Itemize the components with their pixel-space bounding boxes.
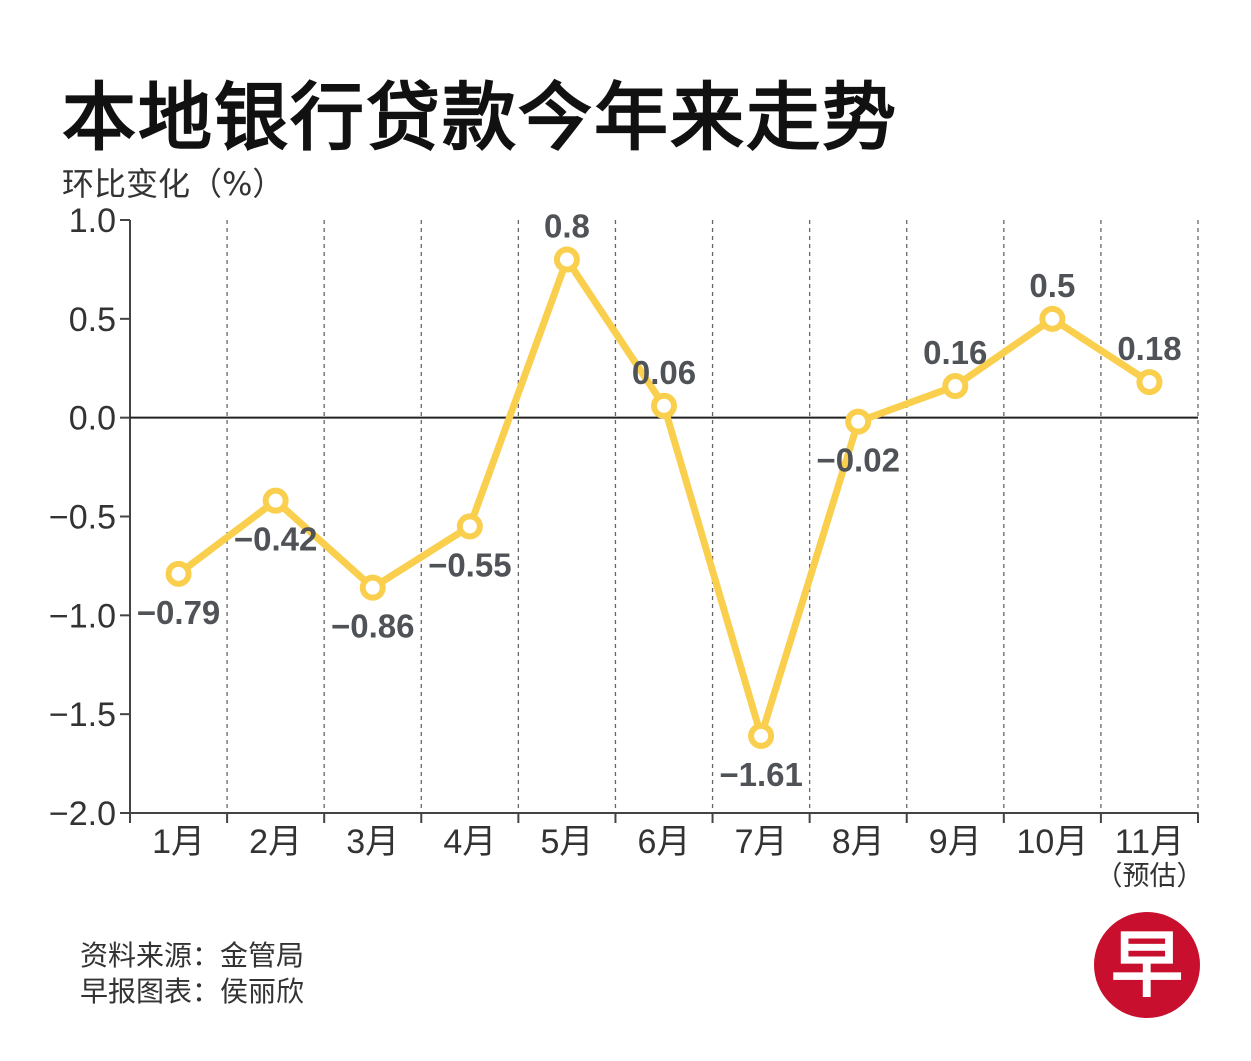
x-category-label-2: 3月 (346, 823, 399, 861)
data-point-8 (942, 373, 969, 400)
data-label-2: −0.86 (331, 608, 415, 645)
data-label-4: 0.8 (544, 208, 590, 245)
data-label-7: −0.02 (816, 442, 900, 479)
x-category-label-10: 11月 (1115, 823, 1184, 861)
y-tick-label-3: −0.5 (49, 499, 116, 537)
data-point-7 (845, 408, 872, 435)
x-category-note-10: （预估） (1095, 861, 1203, 892)
data-point-3 (456, 513, 483, 540)
x-categories: 1月 2月 3月 4月 5月 6月 7月 8月 9月 10月 11月（预估） (152, 823, 1203, 892)
y-tick-label-0: 1.0 (69, 202, 116, 240)
y-tick-label-1: 0.5 (69, 301, 116, 339)
data-point-2 (359, 574, 386, 601)
x-category-label-0: 1月 (152, 823, 205, 861)
data-label-5: 0.06 (632, 354, 696, 391)
data-label-0: −0.79 (137, 594, 221, 631)
chart-credit: 早报图表：侯丽欣 (80, 975, 305, 1008)
y-tick-label-2: 0.0 (69, 400, 116, 438)
logo-char: 早 (1110, 923, 1183, 1007)
zaobao-logo: 早 (1094, 912, 1200, 1018)
series-line (175, 256, 1153, 740)
data-point-4 (553, 246, 580, 273)
data-label-6: −1.61 (719, 756, 803, 793)
data-point-10 (1136, 369, 1163, 396)
y-ticks: 1.0 0.5 0.0 −0.5 −1.0 −1.5 −2.0 (49, 202, 130, 833)
data-point-1 (262, 487, 289, 514)
data-point-5 (651, 392, 677, 419)
series (165, 246, 1163, 749)
data-point-9 (1039, 305, 1066, 332)
x-category-label-7: 8月 (832, 823, 885, 861)
x-category-label-8: 9月 (929, 823, 982, 861)
y-tick-label-4: −1.0 (49, 597, 116, 635)
footer: 资料来源：金管局 早报图表：侯丽欣 (80, 938, 304, 1010)
x-category-label-3: 4月 (443, 823, 496, 861)
x-category-label-1: 2月 (249, 823, 302, 861)
data-point-0 (165, 560, 192, 587)
data-label-8: 0.16 (923, 334, 987, 371)
x-category-label-6: 7月 (735, 823, 788, 861)
data-labels: −0.79 −0.42 −0.86 −0.55 0.8 0.06 −1.61 −0.02 0.1… (137, 208, 1182, 793)
x-category-label-4: 5月 (540, 823, 593, 861)
y-tick-label-5: −1.5 (49, 696, 116, 734)
data-point-6 (748, 722, 775, 749)
data-label-3: −0.55 (428, 546, 512, 583)
source-note: 资料来源：金管局 (80, 939, 305, 972)
x-category-label-9: 10月 (1016, 823, 1088, 861)
data-label-10: 0.18 (1117, 330, 1181, 367)
y-tick-label-6: −2.0 (49, 795, 116, 833)
chart-title: 本地银行贷款今年来走势 (62, 75, 898, 161)
x-category-label-5: 6月 (638, 823, 691, 861)
y-axis-label: 环比变化（%） (62, 165, 284, 203)
data-label-9: 0.5 (1029, 267, 1075, 304)
line-chart: 环比变化（%） 1.0 0.5 0.0 −0.5 −1.0 −1.5 −2.0 1月 2月 3月… (49, 165, 1204, 892)
grid-lines (226, 220, 1199, 813)
data-label-1: −0.42 (234, 521, 318, 558)
